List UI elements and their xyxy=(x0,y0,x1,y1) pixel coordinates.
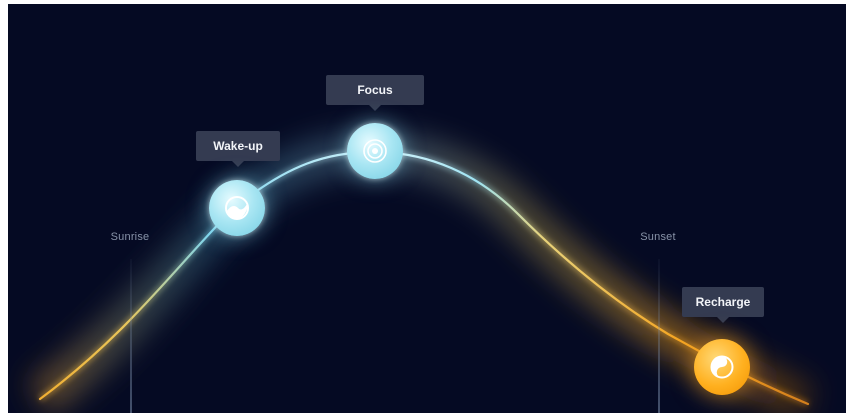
tooltip-arrow xyxy=(717,317,729,323)
sunrise-label: Sunrise xyxy=(110,231,150,243)
daylight-curve xyxy=(28,131,816,413)
yin-yang-icon xyxy=(710,355,734,379)
concentric-circles-icon xyxy=(363,139,387,163)
tooltip-arrow xyxy=(232,161,244,167)
wake-up-tooltip: Wake-up xyxy=(196,131,280,167)
tooltip-arrow xyxy=(369,105,381,111)
recharge-node[interactable] xyxy=(694,339,750,395)
sunrise-marker-line xyxy=(130,259,132,413)
focus-label: Focus xyxy=(357,83,393,97)
sunrise-wave-icon xyxy=(225,196,249,220)
wake-up-node[interactable] xyxy=(209,180,265,236)
recharge-tooltip: Recharge xyxy=(682,287,764,323)
recharge-label: Recharge xyxy=(695,295,751,309)
light-curve-panel: Sunrise Sunset Focus Wake-up Recharge xyxy=(8,4,846,413)
focus-tooltip: Focus xyxy=(326,75,424,111)
focus-node[interactable] xyxy=(347,123,403,179)
sunset-label: Sunset xyxy=(640,231,676,243)
sunset-marker-line xyxy=(658,259,660,413)
wake-up-label: Wake-up xyxy=(213,139,263,153)
